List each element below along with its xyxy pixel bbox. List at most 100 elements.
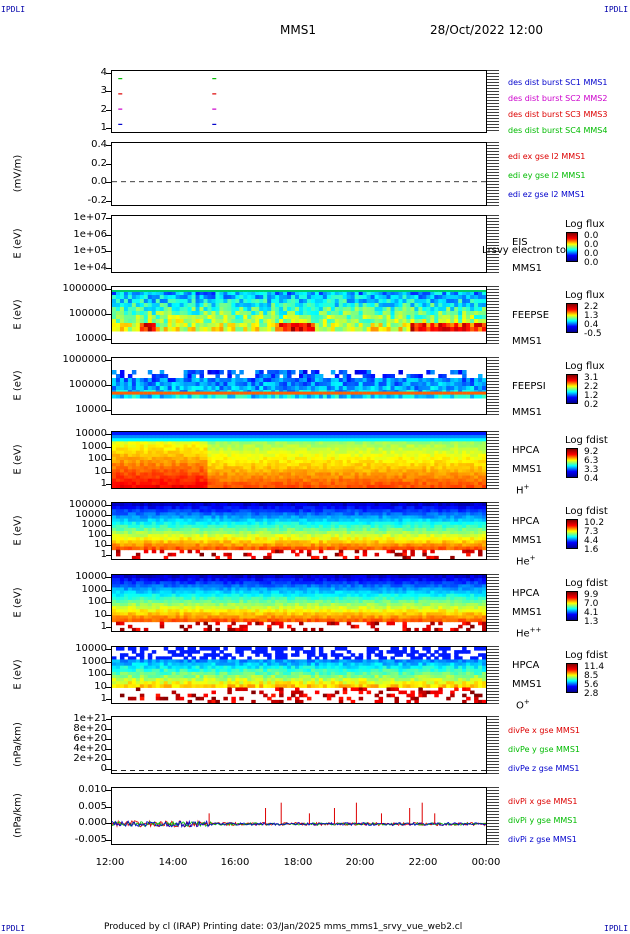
heat-cell	[179, 315, 185, 320]
heat-cell	[414, 460, 419, 464]
heat-cell	[135, 466, 141, 470]
heat-cell	[434, 506, 439, 510]
heat-cell	[295, 478, 300, 483]
heat-cell	[302, 307, 308, 312]
heat-cell	[143, 311, 149, 316]
heat-cell	[394, 450, 399, 455]
y-tick-mark	[106, 434, 111, 435]
heat-cell	[310, 509, 316, 513]
heat-cell	[426, 521, 431, 526]
heat-cell	[179, 391, 185, 395]
heat-cell	[299, 303, 304, 308]
heat-cell	[414, 378, 419, 383]
heat-cell	[183, 478, 189, 483]
heat-cell	[251, 450, 256, 455]
heat-cell	[139, 441, 145, 445]
heat-cell	[322, 475, 328, 480]
heat-cell	[179, 506, 185, 510]
heat-cell	[326, 444, 332, 449]
heat-cell	[382, 315, 388, 320]
heat-cell	[378, 475, 384, 480]
y-tick-label: 100	[87, 529, 107, 540]
heat-cell	[195, 432, 201, 436]
heat-cell	[195, 540, 201, 544]
heat-cell	[446, 527, 451, 532]
heat-cell	[183, 534, 189, 538]
heat-cell	[299, 394, 304, 399]
heat-cell	[474, 444, 479, 449]
y-axis-label: E (eV)	[12, 370, 24, 401]
heat-cell	[338, 472, 344, 477]
heat-cell	[430, 378, 435, 383]
heat-cell	[287, 469, 292, 473]
heat-cell	[306, 441, 312, 445]
heat-cell	[235, 303, 240, 308]
heat-cell	[358, 394, 364, 399]
heat-cell	[438, 484, 443, 488]
heat-cell	[446, 481, 451, 486]
heat-cell	[151, 435, 157, 439]
heat-cell	[279, 472, 284, 477]
heat-cell	[279, 509, 284, 513]
heat-cell	[318, 521, 324, 526]
heat-cell	[112, 506, 117, 510]
heat-cell	[131, 394, 137, 399]
heat-cell	[398, 515, 403, 520]
heat-cell	[163, 531, 169, 535]
heat-cell	[247, 509, 252, 513]
heat-cell	[366, 438, 372, 442]
heat-cell	[283, 447, 288, 452]
heat-cell	[227, 466, 232, 470]
heat-cell	[191, 319, 197, 324]
heat-cell	[422, 291, 427, 296]
heat-cell	[163, 450, 169, 455]
heat-cell	[446, 469, 451, 473]
heat-cell	[350, 537, 356, 541]
heat-cell	[287, 319, 292, 324]
heat-cell	[199, 543, 205, 548]
heat-cell	[402, 540, 407, 544]
heat-cell	[310, 512, 316, 516]
heat-cell	[370, 503, 376, 507]
heat-cell	[382, 378, 388, 383]
heat-cell	[370, 386, 376, 391]
heat-cell	[458, 475, 463, 480]
heat-cell	[255, 543, 260, 548]
heat-cell	[330, 370, 336, 375]
heat-cell	[139, 303, 145, 308]
heat-cell	[211, 475, 216, 480]
heat-cell	[410, 453, 415, 458]
heat-cell	[322, 435, 328, 439]
heat-cell	[338, 506, 344, 510]
heat-cell	[191, 509, 197, 513]
heat-cell	[255, 463, 260, 467]
heat-cell	[259, 438, 264, 442]
heat-cell	[159, 303, 165, 308]
heat-cell	[199, 303, 205, 308]
heat-cell	[382, 299, 388, 304]
heat-cell	[366, 435, 372, 439]
heat-cell	[442, 466, 447, 470]
heat-cell	[330, 386, 336, 391]
heat-cell	[406, 469, 411, 473]
heat-cell	[223, 531, 228, 535]
heat-cell	[434, 303, 439, 308]
heat-cell	[346, 456, 352, 461]
heat-cell	[119, 307, 125, 312]
heat-cell	[450, 295, 455, 300]
heat-cell	[287, 432, 292, 436]
heat-cell	[310, 521, 316, 526]
heat-cell	[283, 453, 288, 458]
heat-cell	[450, 534, 455, 538]
heat-cell	[382, 295, 388, 300]
heat-cell	[203, 537, 208, 541]
heat-cell	[295, 527, 300, 532]
heat-cell	[418, 478, 423, 483]
heat-cell	[167, 469, 173, 473]
heat-cell	[338, 378, 344, 383]
heat-cell	[354, 444, 360, 449]
heat-cell	[454, 382, 459, 387]
heat-cell	[112, 484, 117, 488]
heat-cell	[131, 450, 137, 455]
heat-cell	[454, 521, 459, 526]
